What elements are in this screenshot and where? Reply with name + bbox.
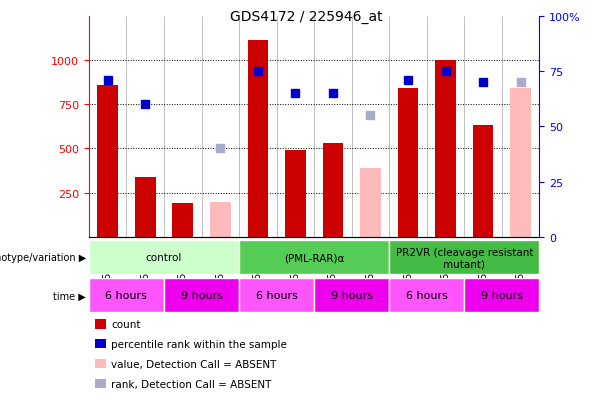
Bar xyxy=(210,202,230,237)
Bar xyxy=(239,241,389,275)
Bar xyxy=(285,151,306,237)
Text: 9 hours: 9 hours xyxy=(481,291,523,301)
Text: control: control xyxy=(146,253,182,263)
Bar xyxy=(389,279,465,313)
Text: 6 hours: 6 hours xyxy=(406,291,447,301)
Text: (PML-RAR)α: (PML-RAR)α xyxy=(284,253,345,263)
Bar xyxy=(360,169,381,237)
Bar xyxy=(322,144,343,237)
Bar xyxy=(465,279,539,313)
Bar xyxy=(314,279,389,313)
Bar xyxy=(89,241,239,275)
Text: PR2VR (cleavage resistant
mutant): PR2VR (cleavage resistant mutant) xyxy=(395,247,533,268)
Text: 6 hours: 6 hours xyxy=(105,291,147,301)
Bar xyxy=(135,177,156,237)
Bar xyxy=(248,41,268,237)
Text: 6 hours: 6 hours xyxy=(256,291,297,301)
Bar xyxy=(89,279,164,313)
Text: 9 hours: 9 hours xyxy=(180,291,223,301)
Text: genotype/variation ▶: genotype/variation ▶ xyxy=(0,253,86,263)
Bar xyxy=(172,204,193,237)
Text: value, Detection Call = ABSENT: value, Detection Call = ABSENT xyxy=(111,359,276,369)
Text: percentile rank within the sample: percentile rank within the sample xyxy=(111,339,287,349)
Bar xyxy=(164,279,239,313)
Text: count: count xyxy=(111,319,140,329)
Text: 9 hours: 9 hours xyxy=(330,291,373,301)
Bar xyxy=(239,279,314,313)
Bar xyxy=(97,85,118,237)
Bar xyxy=(511,89,531,237)
Bar xyxy=(389,241,539,275)
Text: GDS4172 / 225946_at: GDS4172 / 225946_at xyxy=(230,10,383,24)
Text: time ▶: time ▶ xyxy=(53,291,86,301)
Bar xyxy=(435,61,456,237)
Bar xyxy=(398,89,418,237)
Text: rank, Detection Call = ABSENT: rank, Detection Call = ABSENT xyxy=(111,379,272,389)
Bar xyxy=(473,126,493,237)
